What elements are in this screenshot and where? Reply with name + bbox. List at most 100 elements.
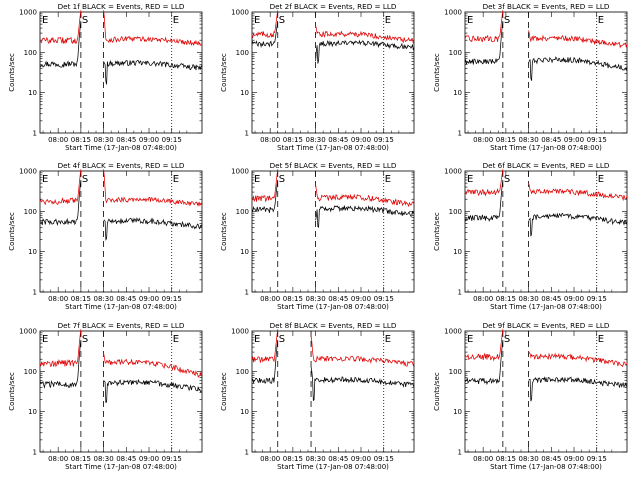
- y-axis-label: Counts/sec: [220, 53, 228, 92]
- event-marker-label: E: [173, 15, 179, 26]
- x-tick-label: 08:00: [48, 136, 68, 144]
- plot-frame: [39, 170, 203, 293]
- x-tick-label: 08:30: [518, 455, 538, 463]
- detector-panel-6: Det 6f BLACK = Events, RED = LLD 1 10 100 10…: [433, 161, 628, 311]
- y-tick-label: 10: [28, 89, 37, 97]
- series-line-events: [464, 179, 504, 222]
- y-tick-label: 1: [33, 449, 37, 457]
- x-tick-label: 09:00: [564, 295, 584, 303]
- x-tick-label: 09:00: [351, 295, 371, 303]
- y-tick-label: 10: [453, 248, 462, 256]
- x-tick-label: 08:30: [305, 455, 325, 463]
- series-line-events: [315, 205, 415, 228]
- series-line-lld: [315, 25, 415, 44]
- x-axis-label: Start Time (17-Jan-08 07:48:00): [490, 303, 602, 311]
- plot-frame: [251, 11, 415, 134]
- x-tick-label: 08:30: [305, 295, 325, 303]
- detector-panel-1: Det 1f BLACK = Events, RED = LLD 1 10 100 10…: [8, 2, 203, 152]
- y-tick-label: 1: [245, 289, 249, 297]
- x-tick-label: 09:00: [139, 295, 159, 303]
- y-axis-label: Counts/sec: [433, 212, 441, 251]
- x-tick-label: 08:45: [116, 136, 136, 144]
- x-tick-label: 08:45: [328, 136, 348, 144]
- y-tick-label: 1000: [231, 168, 249, 176]
- y-tick-label: 1000: [19, 168, 37, 176]
- series-line-events: [464, 20, 504, 65]
- panel-title: Det 1f BLACK = Events, RED = LLD: [58, 2, 185, 11]
- x-tick-label: 08:30: [305, 136, 325, 144]
- plot-frame: [251, 330, 415, 453]
- y-tick-label: 100: [236, 49, 249, 57]
- y-tick-label: 1: [33, 289, 37, 297]
- series-line-events: [39, 20, 82, 69]
- panel-title: Det 3f BLACK = Events, RED = LLD: [483, 2, 610, 11]
- event-marker-label: E: [598, 334, 604, 345]
- x-axis-label: Start Time (17-Jan-08 07:48:00): [490, 463, 602, 471]
- detector-panel-9: Det 9f BLACK = Events, RED = LLD 1 10 100 10…: [433, 321, 628, 471]
- series-line-lld: [528, 30, 628, 49]
- y-tick-label: 1000: [231, 9, 249, 17]
- x-tick-label: 08:00: [473, 295, 493, 303]
- series-line-lld: [103, 169, 203, 207]
- panel-title: Det 6f BLACK = Events, RED = LLD: [483, 161, 610, 170]
- x-tick-label: 08:15: [71, 136, 91, 144]
- y-tick-label: 1000: [19, 9, 37, 17]
- plot-frame: [464, 170, 628, 293]
- series-line-lld: [310, 334, 415, 367]
- series-line-events: [464, 339, 504, 386]
- x-tick-label: 08:30: [93, 295, 113, 303]
- y-tick-label: 1: [458, 289, 462, 297]
- event-marker-label: S: [82, 15, 88, 26]
- x-axis-label: Start Time (17-Jan-08 07:48:00): [277, 463, 389, 471]
- x-tick-label: 09:15: [374, 136, 394, 144]
- series-line-lld: [251, 169, 279, 203]
- panel-title: Det 4f BLACK = Events, RED = LLD: [58, 161, 185, 170]
- series-line-events: [103, 379, 203, 404]
- series-line-lld: [39, 169, 82, 206]
- y-axis-label: Counts/sec: [8, 53, 16, 92]
- series-line-lld: [464, 10, 504, 43]
- x-tick-label: 08:30: [518, 136, 538, 144]
- y-tick-label: 100: [236, 208, 249, 216]
- detector-panel-5: Det 5f BLACK = Events, RED = LLD 1 10 100 10…: [220, 161, 415, 311]
- y-tick-label: 1000: [231, 328, 249, 336]
- y-tick-label: 100: [449, 49, 462, 57]
- series-line-lld: [103, 353, 203, 378]
- panel-title: Det 2f BLACK = Events, RED = LLD: [270, 2, 397, 11]
- series-line-lld: [39, 10, 82, 45]
- series-line-events: [315, 39, 415, 64]
- plot-frame: [251, 170, 415, 293]
- y-tick-label: 100: [236, 368, 249, 376]
- y-axis-label: Counts/sec: [8, 372, 16, 411]
- x-tick-label: 09:15: [374, 295, 394, 303]
- x-tick-label: 08:45: [541, 295, 561, 303]
- x-tick-label: 09:15: [587, 295, 607, 303]
- series-line-lld: [464, 169, 504, 197]
- event-marker-label: E: [254, 15, 260, 26]
- x-axis-label: Start Time (17-Jan-08 07:48:00): [65, 463, 177, 471]
- event-marker-label: E: [42, 15, 48, 26]
- x-tick-label: 08:15: [283, 455, 303, 463]
- series-line-events: [251, 339, 279, 384]
- series-line-lld: [251, 329, 279, 364]
- series-line-events: [103, 59, 203, 85]
- y-tick-label: 100: [24, 208, 37, 216]
- event-marker-label: S: [82, 174, 88, 185]
- x-tick-label: 09:15: [374, 455, 394, 463]
- y-tick-label: 10: [453, 408, 462, 416]
- series-line-lld: [528, 350, 628, 368]
- x-tick-label: 08:45: [116, 295, 136, 303]
- detector-panel-2: Det 2f BLACK = Events, RED = LLD 1 10 100 10…: [220, 2, 415, 152]
- panel-title: Det 5f BLACK = Events, RED = LLD: [270, 161, 397, 170]
- y-tick-label: 1: [245, 449, 249, 457]
- detector-panel-3: Det 3f BLACK = Events, RED = LLD 1 10 100 10…: [433, 2, 628, 152]
- x-tick-label: 08:00: [260, 136, 280, 144]
- panel-title: Det 9f BLACK = Events, RED = LLD: [483, 321, 610, 330]
- x-tick-label: 08:45: [328, 455, 348, 463]
- x-tick-label: 08:30: [93, 455, 113, 463]
- event-marker-label: E: [467, 15, 473, 26]
- y-tick-label: 1000: [444, 328, 462, 336]
- event-marker-label: E: [173, 174, 179, 185]
- x-tick-label: 08:00: [260, 295, 280, 303]
- x-tick-label: 08:15: [496, 455, 516, 463]
